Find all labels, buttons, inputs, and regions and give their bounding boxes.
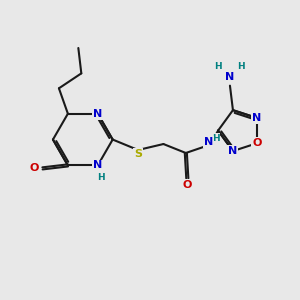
Text: H: H bbox=[214, 62, 222, 71]
Text: N: N bbox=[204, 137, 214, 147]
Text: N: N bbox=[93, 160, 102, 170]
Text: H: H bbox=[98, 173, 105, 182]
Text: N: N bbox=[225, 72, 235, 82]
Text: N: N bbox=[93, 109, 102, 119]
Text: N: N bbox=[252, 113, 262, 123]
Text: O: O bbox=[183, 180, 192, 190]
Text: H: H bbox=[238, 62, 245, 71]
Text: S: S bbox=[134, 148, 142, 159]
Text: N: N bbox=[228, 146, 238, 156]
Text: O: O bbox=[252, 138, 262, 148]
Text: H: H bbox=[212, 134, 220, 142]
Text: O: O bbox=[29, 164, 39, 173]
